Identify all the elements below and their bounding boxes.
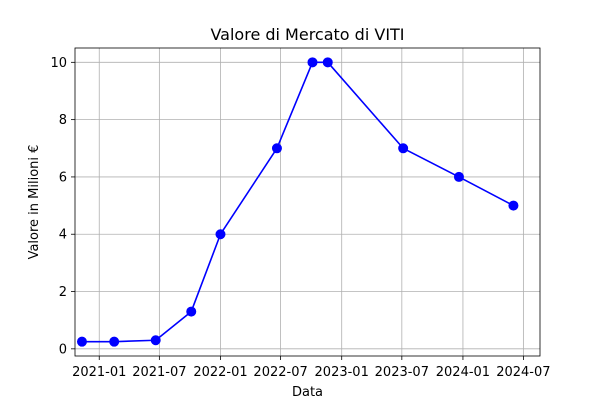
x-tick-label: 2022-07 [253,365,307,380]
plot-frame [74,47,541,357]
data-point [150,335,161,346]
data-point [186,306,197,317]
grid [75,48,540,356]
data-point [322,57,333,68]
axis-ticks: 2021-01 2021-07 2022-01 2022-07 2023-01 2023-… [50,56,550,380]
x-tick-label: 2023-01 [315,365,369,380]
y-tick-label: 6 [59,170,67,185]
chart-title: Valore di Mercato di VITI [210,25,404,44]
data-point [307,57,318,68]
y-tick-label: 10 [50,56,67,71]
data-point [508,200,519,211]
data-point [76,336,87,347]
data-point [398,143,409,154]
x-tick-label: 2021-07 [132,365,186,380]
x-tick-label: 2021-01 [72,365,126,380]
data-point [215,229,226,240]
y-tick-label: 0 [59,342,67,357]
data-point [453,171,464,182]
y-tick-label: 8 [59,113,67,128]
series-layer [76,57,519,347]
y-axis-label: Valore in Milioni € [27,145,42,260]
y-tick-label: 2 [59,285,67,300]
data-point [271,143,282,154]
data-point [109,336,120,347]
series-line [81,61,514,343]
x-tick-label: 2024-01 [436,365,490,380]
y-tick-label: 4 [59,228,67,243]
x-tick-label: 2024-07 [496,365,550,380]
x-tick-label: 2023-07 [375,365,429,380]
x-axis-label: Data [292,385,323,400]
x-tick-label: 2022-01 [193,365,247,380]
